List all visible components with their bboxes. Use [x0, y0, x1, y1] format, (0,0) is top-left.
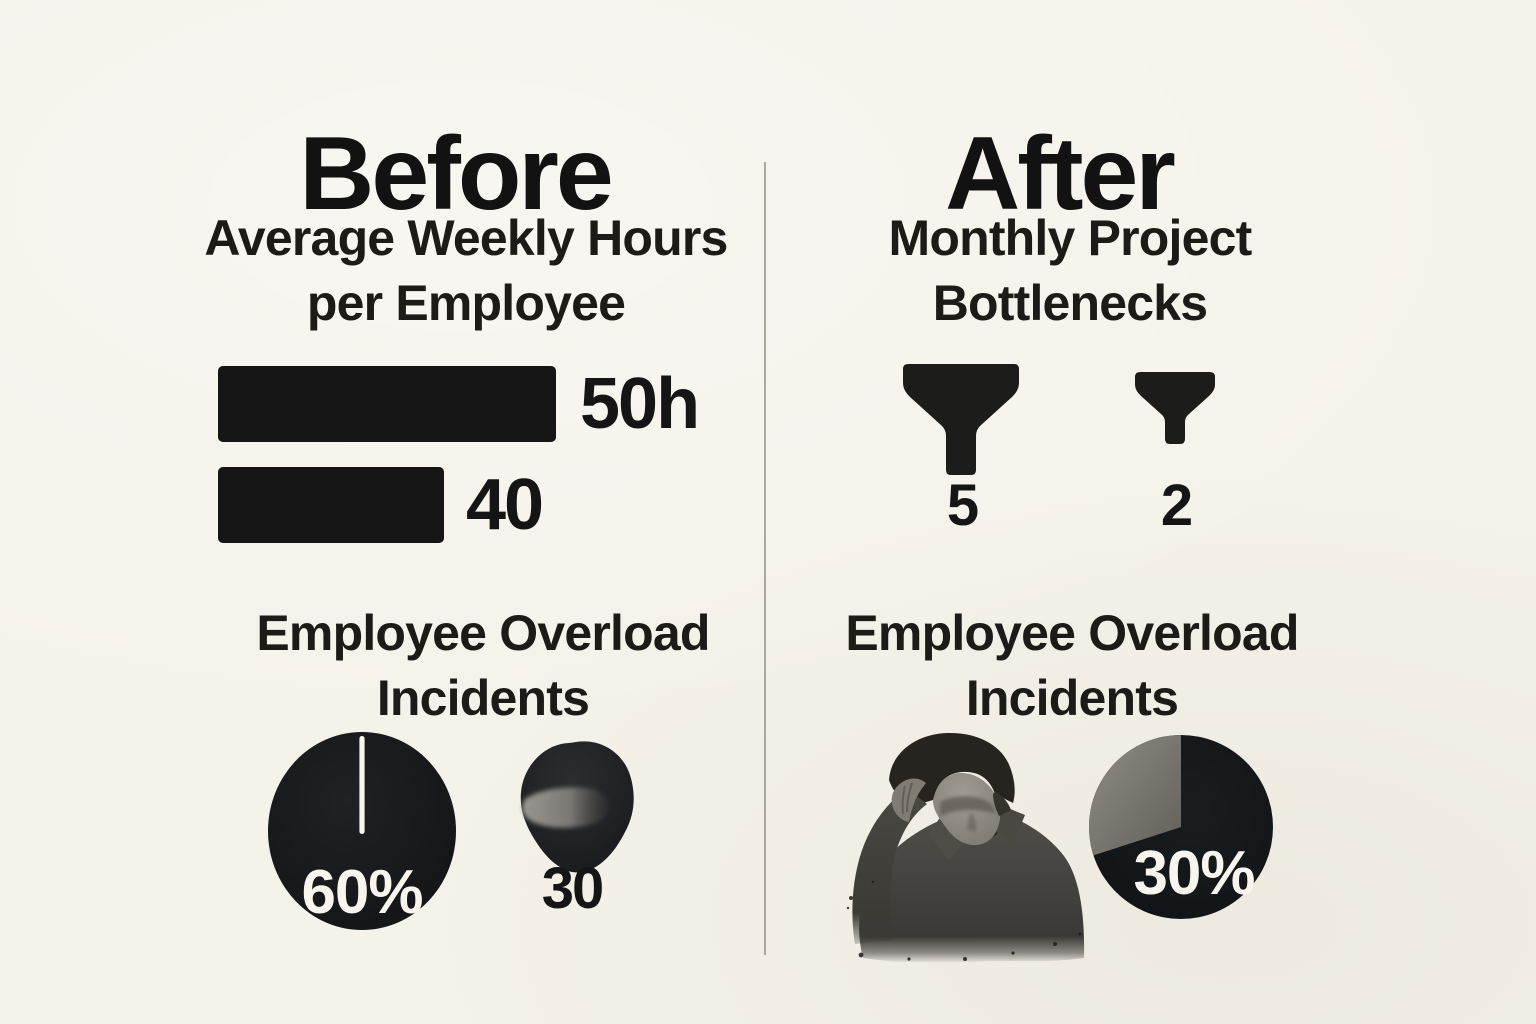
- incidents-after-heading-line2: Incidents: [965, 670, 1179, 726]
- funnel-icon-small: [1135, 372, 1215, 444]
- pie-chart-after-30-percent: 30%: [1089, 735, 1273, 919]
- blob-value-label: 30: [541, 856, 604, 921]
- ink-blob-icon: [520, 741, 634, 873]
- pie-after-value-label: 30%: [1133, 839, 1254, 908]
- person-arm: [852, 789, 927, 944]
- person-brow-shadow: [940, 796, 996, 817]
- pie-before-value-label: 60%: [301, 858, 422, 927]
- hours-bar-50-label: 50h: [580, 364, 700, 444]
- before-title: Before: [299, 115, 613, 232]
- pie-chart-before-60-percent: 60%: [268, 732, 456, 930]
- ink-speckles: [846, 880, 1082, 961]
- hours-heading-line2: per Employee: [306, 275, 626, 331]
- hours-bar-50: [218, 366, 556, 442]
- funnel-icon-large: [903, 364, 1019, 475]
- stressed-person-illustration: [846, 732, 1085, 962]
- hours-bar-40: [218, 467, 444, 543]
- person-finger-lines: [901, 782, 913, 815]
- funnel-small-value-label: 2: [1160, 473, 1193, 538]
- bottlenecks-heading-line2: Bottlenecks: [932, 275, 1208, 331]
- divider-line: [764, 162, 766, 955]
- incidents-before-heading-line2: Incidents: [376, 670, 590, 726]
- blob-highlight: [522, 787, 610, 828]
- person-torso: [859, 812, 1085, 962]
- bottlenecks-heading: Monthly Project Bottlenecks: [888, 206, 1252, 336]
- after-title: After: [945, 115, 1176, 232]
- pie-after-light-slice: [1089, 735, 1181, 856]
- person-ear-shadow: [993, 792, 1011, 816]
- hours-heading-line1: Average Weekly Hours: [204, 210, 728, 266]
- person-collar-left: [929, 816, 967, 861]
- incidents-before-heading-line1: Employee Overload: [256, 605, 710, 661]
- incidents-before-heading: Employee Overload Incidents: [256, 601, 710, 731]
- funnel-small-shape: [1135, 372, 1215, 444]
- bottlenecks-heading-line1: Monthly Project: [888, 210, 1252, 266]
- hours-heading: Average Weekly Hours per Employee: [204, 206, 728, 336]
- hours-bar-40-label: 40: [466, 465, 544, 545]
- funnel-large-shape: [903, 364, 1019, 475]
- incidents-after-heading-line1: Employee Overload: [845, 605, 1299, 661]
- pie-marker-line: [359, 736, 365, 834]
- funnel-large-value-label: 5: [946, 473, 979, 538]
- incidents-after-heading: Employee Overload Incidents: [845, 601, 1299, 731]
- person-nose-shadow: [967, 812, 977, 832]
